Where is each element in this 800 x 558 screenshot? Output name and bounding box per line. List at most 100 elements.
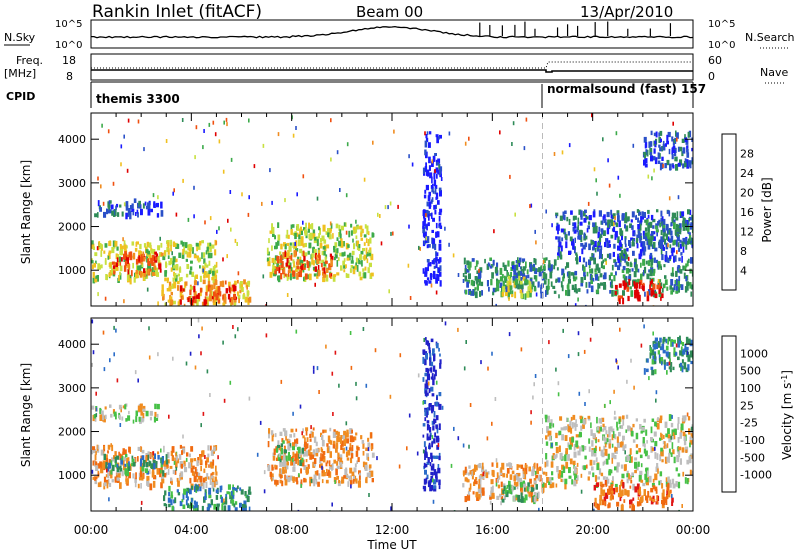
power-echo-cell xyxy=(123,244,127,251)
power-echo-cell xyxy=(438,243,442,251)
velocity-echo-cell xyxy=(479,487,482,493)
power-echo-cell xyxy=(135,272,139,279)
power-echo-cell xyxy=(321,235,325,239)
power-echo-cell xyxy=(332,233,334,239)
power-echo-cell xyxy=(681,138,685,143)
power-echo-cell xyxy=(671,154,674,160)
velocity-echo-cell xyxy=(668,452,670,460)
power-echo-cell xyxy=(651,259,654,266)
velocity-echo-cell xyxy=(651,483,655,487)
velocity-echo-cell xyxy=(650,437,653,442)
power-echo-cell xyxy=(168,281,172,288)
power-echo-cell xyxy=(300,236,304,243)
velocity-sparse-cell xyxy=(206,369,209,374)
velocity-echo-cell xyxy=(307,464,310,469)
velocity-echo-cell xyxy=(94,476,97,481)
power-echo-cell xyxy=(156,213,160,218)
power-echo-cell xyxy=(273,258,277,265)
velocity-echo-cell xyxy=(686,459,690,465)
power-echo-cell xyxy=(499,276,504,282)
velocity-echo-cell xyxy=(624,444,627,449)
power-echo-cell xyxy=(350,265,354,269)
velocity-sparse-cell xyxy=(316,366,319,371)
power-echo-cell xyxy=(660,217,663,222)
power-sparse-cell xyxy=(511,265,514,270)
power-echo-cell xyxy=(193,254,196,259)
power-echo-cell xyxy=(343,222,346,227)
power-echo-cell xyxy=(313,273,317,277)
velocity-echo-cell xyxy=(520,482,523,488)
velocity-echo-cell xyxy=(336,436,339,443)
velocity-echo-cell xyxy=(558,470,562,476)
velocity-echo-cell xyxy=(186,487,190,494)
power-echo-cell xyxy=(313,248,317,254)
velocity-sparse-cell xyxy=(663,434,665,439)
velocity-echo-cell xyxy=(140,483,142,489)
velocity-sparse-cell xyxy=(457,436,460,441)
power-echo-cell xyxy=(343,258,346,262)
velocity-sparse-cell xyxy=(256,452,259,457)
power-echo-cell xyxy=(592,222,596,227)
power-echo-cell xyxy=(205,264,209,268)
power-echo-cell xyxy=(647,289,651,296)
power-echo-cell xyxy=(586,228,589,233)
power-echo-cell xyxy=(620,295,623,299)
power-echo-cell xyxy=(187,297,190,303)
velocity-echo-cell xyxy=(509,489,512,494)
velocity-echo-cell xyxy=(661,343,665,350)
velocity-sparse-cell xyxy=(532,395,534,400)
velocity-echo-cell xyxy=(424,390,428,397)
power-echo-cell xyxy=(621,214,625,221)
power-echo-cell xyxy=(678,257,681,262)
power-echo-cell xyxy=(275,242,278,249)
power-echo-cell xyxy=(625,225,629,232)
velocity-sparse-cell xyxy=(173,460,176,465)
velocity-sparse-cell xyxy=(578,391,581,396)
power-echo-cell xyxy=(502,262,505,268)
power-echo-cell xyxy=(329,253,332,257)
power-echo-cell xyxy=(329,266,332,271)
power-echo-cell xyxy=(659,239,662,244)
velocity-echo-cell xyxy=(159,471,162,478)
power-sparse-cell xyxy=(387,205,389,210)
power-echo-cell xyxy=(573,287,577,293)
velocity-echo-cell xyxy=(596,426,600,431)
velocity-sparse-cell xyxy=(495,482,498,487)
power-echo-cell xyxy=(569,236,573,242)
velocity-echo-cell xyxy=(111,479,114,483)
velocity-echo-cell xyxy=(608,432,611,438)
power-echo-region xyxy=(94,198,164,220)
power-echo-cell xyxy=(161,284,164,292)
power-echo-cell xyxy=(227,293,231,300)
velocity-echo-cell xyxy=(424,417,427,422)
velocity-echo-cell xyxy=(679,362,683,367)
power-echo-cell xyxy=(267,261,271,267)
velocity-echo-cell xyxy=(550,477,554,481)
velocity-echo-cell xyxy=(335,430,339,435)
power-echo-cell xyxy=(490,279,493,286)
velocity-echo-cell xyxy=(439,359,442,365)
power-sparse-cell xyxy=(345,193,348,198)
velocity-sparse-cell xyxy=(217,455,219,460)
velocity-echo-cell xyxy=(326,460,329,464)
velocity-echo-cell xyxy=(639,424,642,430)
power-sparse-cell xyxy=(434,169,436,174)
power-echo-cell xyxy=(590,274,593,282)
power-echo-cell xyxy=(682,163,685,169)
power-echo-cell xyxy=(320,263,323,268)
power-echo-cell xyxy=(281,261,284,268)
velocity-echo-cell xyxy=(271,464,274,471)
velocity-echo-cell xyxy=(186,452,189,457)
velocity-echo-cell xyxy=(123,456,127,462)
velocity-echo-cell xyxy=(432,425,435,431)
power-echo-cell xyxy=(368,252,371,256)
velocity-echo-cell xyxy=(658,354,661,361)
power-echo-cell xyxy=(570,210,573,215)
velocity-sparse-cell xyxy=(398,464,401,469)
power-echo-cell xyxy=(138,255,140,262)
power-echo-cell xyxy=(435,134,439,138)
power-echo-cell xyxy=(438,166,443,172)
power-echo-cell xyxy=(582,264,585,269)
velocity-echo-cell xyxy=(678,446,682,451)
power-echo-cell xyxy=(109,270,113,276)
